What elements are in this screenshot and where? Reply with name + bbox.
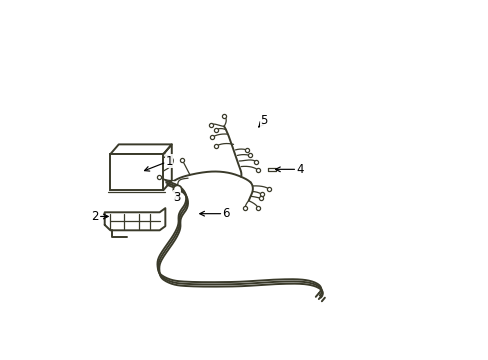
Text: 5: 5 [258, 114, 267, 127]
Text: 2: 2 [91, 210, 108, 223]
Text: 4: 4 [275, 163, 303, 176]
Bar [110, 154, 163, 190]
Text: 1: 1 [144, 154, 173, 171]
Text: 6: 6 [200, 207, 229, 220]
Text: 3: 3 [173, 190, 180, 203]
